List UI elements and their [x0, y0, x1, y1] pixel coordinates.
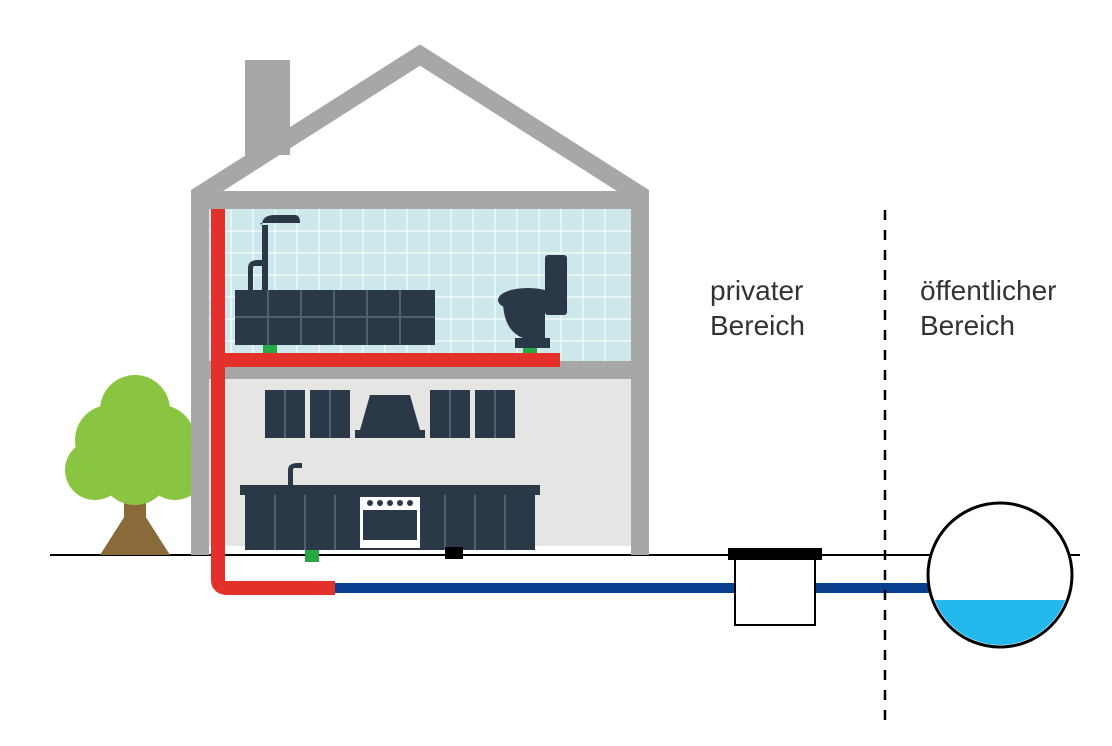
- floor-drain-icon: [445, 547, 463, 559]
- floor-drain-icon: [305, 550, 319, 562]
- svg-text:Bereich: Bereich: [920, 310, 1015, 341]
- svg-text:privater: privater: [710, 275, 803, 306]
- bathroom: [209, 209, 631, 361]
- sewer-main-icon: [928, 503, 1072, 680]
- range-hood-icon: [360, 395, 420, 430]
- inspection-chamber-icon: [728, 548, 822, 625]
- upper-cabinets-icon: [265, 390, 515, 438]
- svg-text:öffentlicher: öffentlicher: [920, 275, 1056, 306]
- label-private: privater Bereich: [710, 275, 805, 341]
- svg-text:Bereich: Bereich: [710, 310, 805, 341]
- tree-icon: [65, 375, 205, 555]
- label-public: öffentlicher Bereich: [920, 275, 1056, 341]
- kitchen: [209, 379, 631, 562]
- plumbing-diagram: privater Bereich öffentlicher Bereich: [0, 0, 1112, 746]
